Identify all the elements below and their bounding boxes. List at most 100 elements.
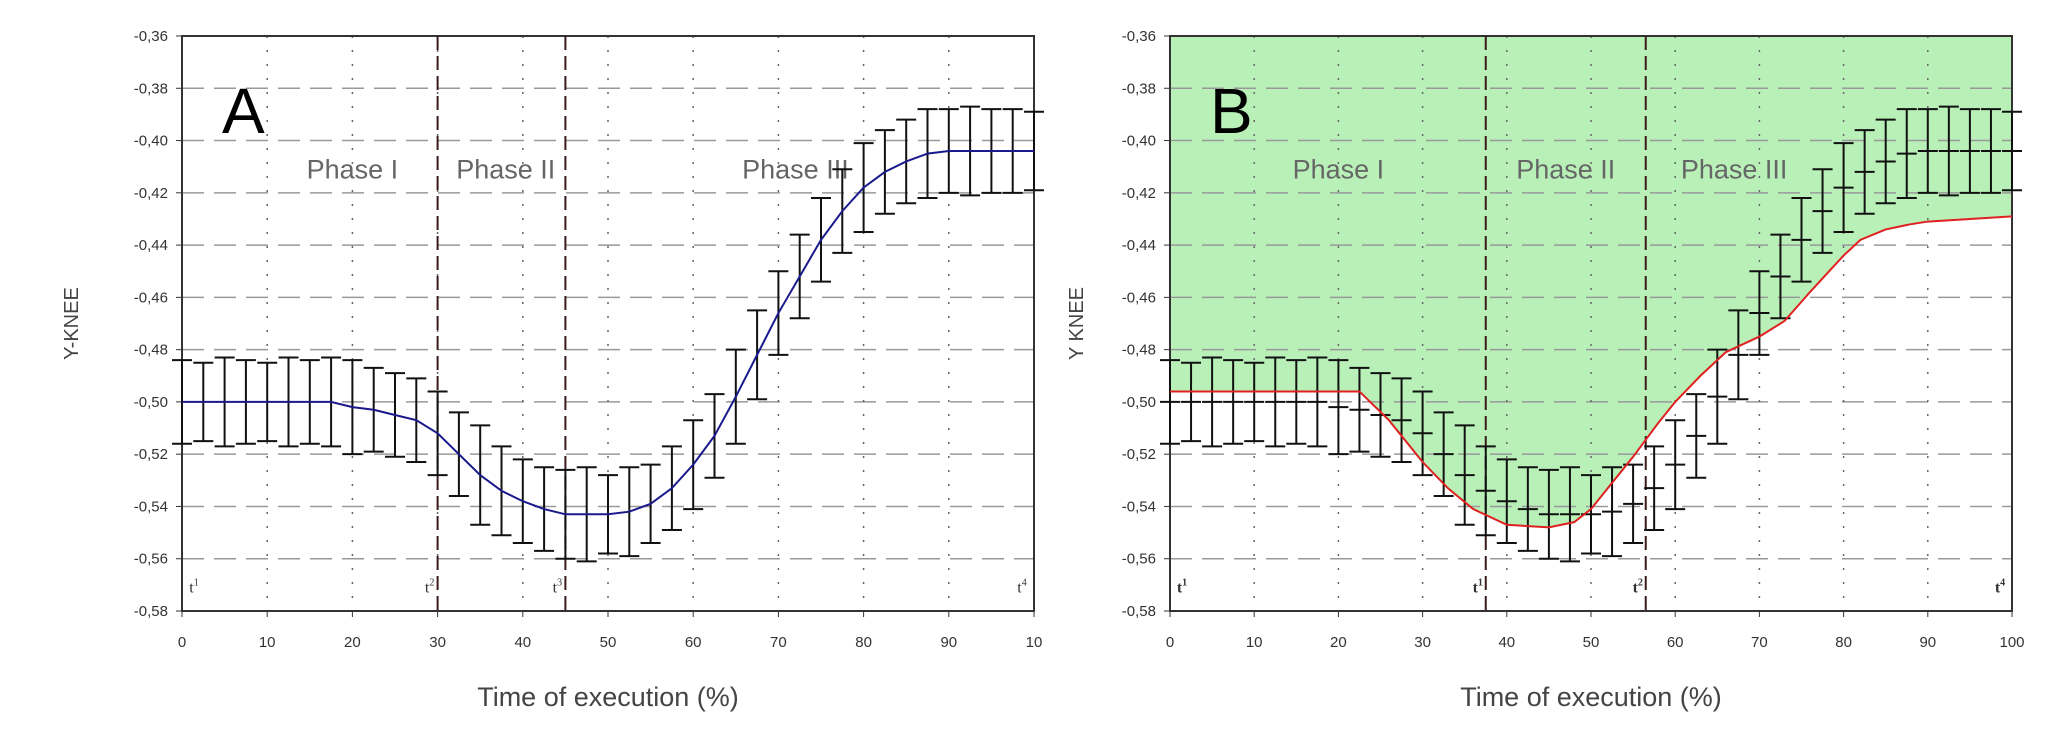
y-tick-label: -0,36 bbox=[134, 28, 168, 45]
phase-label: Phase III bbox=[742, 154, 849, 184]
x-axis-label: Time of execution (%) bbox=[477, 682, 739, 712]
error-bar bbox=[1791, 197, 1812, 283]
x-tick-label: 90 bbox=[940, 634, 957, 651]
panel-label: A bbox=[222, 75, 265, 147]
panel-label: B bbox=[1210, 75, 1253, 147]
error-bar bbox=[1370, 372, 1391, 458]
y-tick-label: -0,38 bbox=[134, 80, 168, 97]
error-bar bbox=[1307, 356, 1328, 448]
x-tick-label: 10 bbox=[1246, 634, 1263, 651]
y-tick-label: -0,56 bbox=[134, 551, 168, 568]
y-tick-label: -0,52 bbox=[1122, 446, 1156, 463]
x-tick-label: 70 bbox=[770, 634, 787, 651]
error-bar bbox=[1665, 419, 1686, 511]
time-marker-label: t1 bbox=[1473, 578, 1483, 597]
chart-panel-a: -0,36 -0,38 -0,40 -0,42 -0,44 -0,46 -0,48 -0,50… bbox=[61, 28, 1044, 712]
time-marker-subscript: 1 bbox=[194, 578, 199, 589]
phase-label: Phase II bbox=[1516, 154, 1615, 184]
error-bar bbox=[1454, 424, 1475, 526]
error-bar bbox=[1538, 468, 1559, 560]
error-bar bbox=[1244, 361, 1265, 443]
phase-label: Phase III bbox=[1681, 154, 1788, 184]
time-marker-label: t1 bbox=[189, 578, 198, 597]
error-bar bbox=[1286, 359, 1307, 445]
phase-label: Phase I bbox=[1293, 154, 1385, 184]
y-tick-label: -0,42 bbox=[1122, 185, 1156, 202]
error-bar bbox=[1854, 129, 1875, 215]
phase-label: Phase II bbox=[456, 154, 555, 184]
error-bar bbox=[1896, 108, 1917, 200]
x-tick-label: 60 bbox=[1667, 634, 1684, 651]
x-tick-label: 10 bbox=[1026, 634, 1043, 651]
time-marker-subscript: 1 bbox=[1182, 578, 1187, 589]
y-tick-label: -0,46 bbox=[1122, 289, 1156, 306]
y-tick-label: -0,40 bbox=[1122, 133, 1156, 150]
time-marker-subscript: 3 bbox=[557, 578, 562, 589]
y-tick-label: -0,36 bbox=[1122, 28, 1156, 45]
y-axis-label: Y-KNEE bbox=[61, 287, 83, 360]
x-tick-label: 0 bbox=[1166, 634, 1174, 651]
time-marker-label: t3 bbox=[553, 578, 562, 597]
x-axis-label: Time of execution (%) bbox=[1460, 682, 1722, 712]
error-bar bbox=[1202, 356, 1223, 448]
error-bar bbox=[1686, 393, 1707, 479]
error-bar bbox=[1644, 445, 1665, 531]
x-tick-label: 80 bbox=[855, 634, 872, 651]
y-axis-label: Y KNEE bbox=[1066, 287, 1088, 360]
y-tick-label: -0,56 bbox=[1122, 551, 1156, 568]
error-bar bbox=[1938, 105, 1959, 197]
x-tick-label: 0 bbox=[178, 634, 186, 651]
x-tick-label: 50 bbox=[1583, 634, 1600, 651]
y-tick-label: -0,44 bbox=[1122, 237, 1156, 254]
error-bar bbox=[1917, 108, 1938, 194]
phase-label: Phase I bbox=[307, 154, 399, 184]
y-tick-label: -0,50 bbox=[134, 394, 168, 411]
mean-line bbox=[182, 150, 1034, 516]
time-marker-subscript: 4 bbox=[1022, 578, 1027, 589]
y-tick-label: -0,52 bbox=[134, 446, 168, 463]
x-tick-label: 10 bbox=[259, 634, 276, 651]
reference-line bbox=[1170, 215, 2013, 529]
error-bar bbox=[1223, 359, 1244, 445]
error-bar bbox=[1959, 108, 1980, 194]
x-tick-label: 50 bbox=[600, 634, 617, 651]
error-bar bbox=[1707, 348, 1728, 445]
error-bar bbox=[1349, 366, 1370, 453]
y-tick-label: -0,58 bbox=[1122, 603, 1156, 620]
error-bar bbox=[1749, 270, 1770, 356]
error-bar bbox=[1433, 411, 1454, 497]
y-tick-label: -0,54 bbox=[134, 498, 168, 515]
error-bar bbox=[2002, 110, 2022, 192]
y-tick-label: -0,48 bbox=[1122, 342, 1156, 359]
error-bar bbox=[1559, 466, 1580, 563]
time-marker-subscript: 1 bbox=[1478, 578, 1483, 589]
y-tick-label: -0,44 bbox=[134, 237, 168, 254]
error-bar bbox=[1391, 377, 1412, 464]
error-bar bbox=[1623, 463, 1644, 545]
y-tick-label: -0,46 bbox=[134, 289, 168, 306]
error-bar bbox=[1980, 108, 2001, 194]
x-tick-label: 30 bbox=[429, 634, 446, 651]
error-bar bbox=[1475, 445, 1496, 537]
y-tick-label: -0,58 bbox=[134, 603, 168, 620]
error-bar bbox=[1328, 359, 1349, 456]
x-tick-label: 20 bbox=[344, 634, 361, 651]
time-marker-label: t2 bbox=[425, 578, 434, 597]
error-bar bbox=[1181, 361, 1202, 443]
error-bar bbox=[1265, 356, 1286, 448]
x-tick-label: 40 bbox=[514, 634, 531, 651]
error-bar bbox=[1875, 118, 1896, 205]
x-tick-label: 20 bbox=[1330, 634, 1347, 651]
y-tick-label: -0,40 bbox=[134, 133, 168, 150]
y-tick-label: -0,48 bbox=[134, 342, 168, 359]
error-bar bbox=[1833, 142, 1854, 234]
y-tick-label: -0,42 bbox=[134, 185, 168, 202]
error-bar bbox=[1812, 168, 1833, 254]
time-marker-label: t4 bbox=[1017, 578, 1026, 597]
time-marker-label: t1 bbox=[1177, 578, 1187, 597]
time-marker-label: t2 bbox=[1633, 578, 1643, 597]
error-bar bbox=[1517, 466, 1538, 552]
y-tick-label: -0,38 bbox=[1122, 80, 1156, 97]
x-tick-label: 70 bbox=[1751, 634, 1768, 651]
